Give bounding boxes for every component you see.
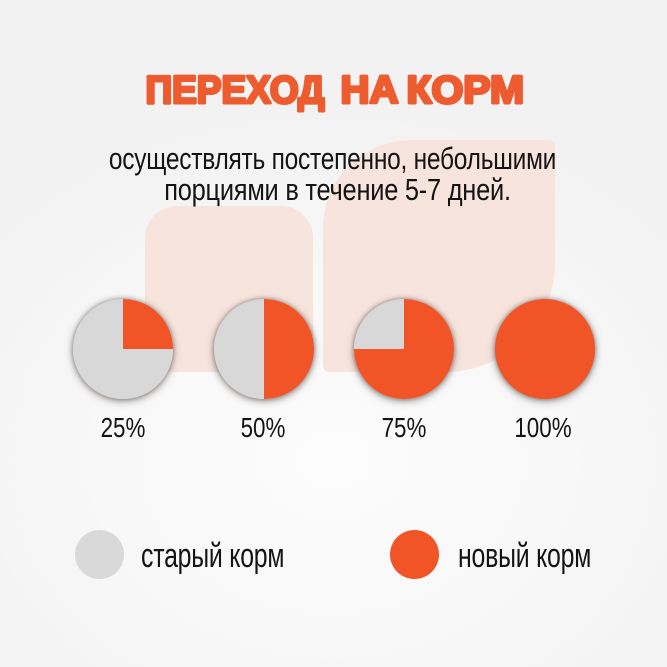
svg-text:НА: НА <box>341 69 399 112</box>
svg-text:КОРМ: КОРМ <box>407 69 525 112</box>
svg-text:ПЕРЕХОД: ПЕРЕХОД <box>146 69 325 112</box>
